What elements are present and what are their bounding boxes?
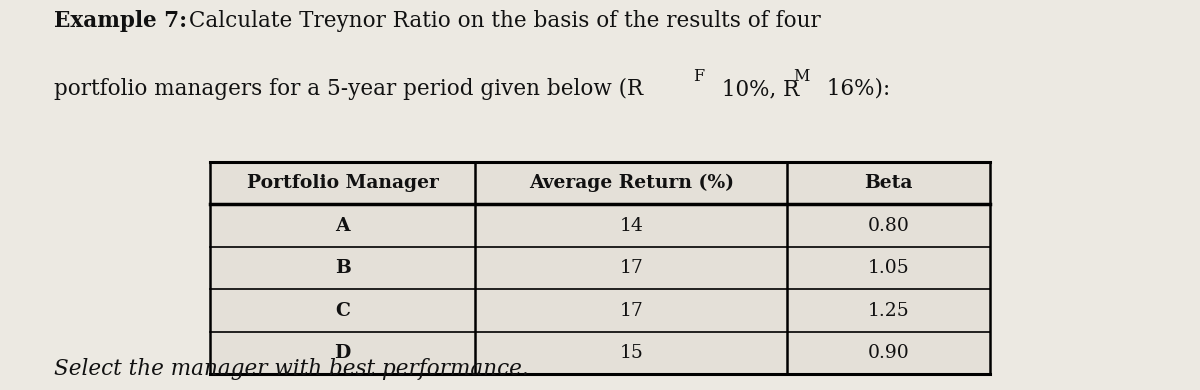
Text: 10%, R: 10%, R [715,78,799,100]
Text: 17: 17 [619,301,643,320]
Text: 17: 17 [619,259,643,277]
Text: Portfolio Manager: Portfolio Manager [247,174,438,192]
Text: F: F [694,68,704,85]
Text: C: C [335,301,350,320]
Text: M: M [793,68,810,85]
Text: Example 7:: Example 7: [54,10,187,32]
Text: portfolio managers for a 5-year period given below (R: portfolio managers for a 5-year period g… [54,78,643,100]
Text: 0.80: 0.80 [868,216,910,235]
Text: 15: 15 [619,344,643,362]
Text: 1.25: 1.25 [868,301,910,320]
Text: Average Return (%): Average Return (%) [529,174,733,192]
Text: B: B [335,259,350,277]
Text: 0.90: 0.90 [868,344,910,362]
Text: 1.05: 1.05 [868,259,910,277]
Text: D: D [335,344,350,362]
Text: 14: 14 [619,216,643,235]
Text: 16%):: 16%): [820,78,890,100]
Text: A: A [335,216,350,235]
Bar [210,162,990,374]
Text: Select the manager with best performance.: Select the manager with best performance… [54,358,529,380]
Text: Beta: Beta [864,174,913,192]
Text: Calculate Treynor Ratio on the basis of the results of four: Calculate Treynor Ratio on the basis of … [182,10,821,32]
